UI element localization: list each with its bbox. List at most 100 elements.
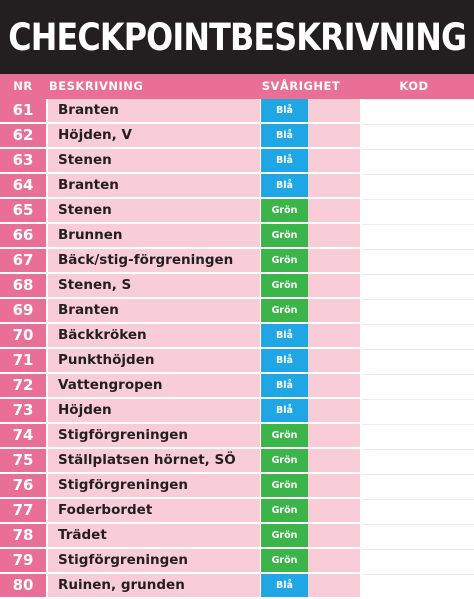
checkpoint-number: 64 [0,174,46,197]
checkpoint-number: 63 [0,149,46,172]
code-field[interactable] [362,449,474,472]
code-field[interactable] [362,524,474,547]
difficulty-cell-fill [308,474,360,497]
table-row: 79 Stigförgreningen Grön [0,549,474,574]
difficulty-cell-fill [308,249,360,272]
table-row: 62 Höjden, V Blå [0,124,474,149]
code-field[interactable] [362,424,474,447]
checkpoint-description: Ställplatsen hörnet, SÖ [48,449,260,472]
checkpoint-description: Trädet [48,524,260,547]
checkpoint-number: 70 [0,324,46,347]
code-field[interactable] [362,399,474,422]
difficulty-cell-fill [308,99,360,122]
code-field[interactable] [362,299,474,322]
table-row: 74 Stigförgreningen Grön [0,424,474,449]
checkpoint-number: 78 [0,524,46,547]
code-field[interactable] [362,199,474,222]
table-row: 61 Branten Blå [0,99,474,124]
checkpoint-number: 66 [0,224,46,247]
code-field[interactable] [362,549,474,572]
checkpoint-description: Brunnen [48,224,260,247]
table-row: 77 Foderbordet Grön [0,499,474,524]
table-row: 65 Stenen Grön [0,199,474,224]
code-field[interactable] [362,574,474,597]
code-field[interactable] [362,174,474,197]
checkpoint-description: Punkthöjden [48,349,260,372]
difficulty-badge: Grön [261,249,308,272]
checkpoint-number: 74 [0,424,46,447]
difficulty-badge: Grön [261,199,308,222]
difficulty-cell-fill [308,199,360,222]
difficulty-cell-fill [308,224,360,247]
difficulty-badge: Grön [261,224,308,247]
difficulty-badge: Blå [261,574,308,597]
difficulty-badge: Grön [261,474,308,497]
checkpoint-number: 69 [0,299,46,322]
code-field[interactable] [362,274,474,297]
code-field[interactable] [362,374,474,397]
checkpoint-number: 68 [0,274,46,297]
difficulty-badge: Blå [261,99,308,122]
difficulty-badge: Blå [261,374,308,397]
code-field[interactable] [362,249,474,272]
checkpoint-number: 77 [0,499,46,522]
checkpoint-description: Bäckkröken [48,324,260,347]
code-field[interactable] [362,349,474,372]
table-row: 63 Stenen Blå [0,149,474,174]
difficulty-cell-fill [308,574,360,597]
difficulty-cell-fill [308,274,360,297]
table-row: 67 Bäck/stig-förgreningen Grön [0,249,474,274]
difficulty-badge: Blå [261,349,308,372]
difficulty-badge: Grön [261,549,308,572]
difficulty-badge: Blå [261,124,308,147]
checkpoint-description: Branten [48,299,260,322]
table-row: 72 Vattengropen Blå [0,374,474,399]
table-header: NR BESKRIVNING SVÅRIGHET KOD [0,74,474,99]
checkpoint-description: Vattengropen [48,374,260,397]
difficulty-cell-fill [308,299,360,322]
page-title: CHECKPOINTBESKRIVNING [8,15,467,59]
checkpoint-description: Bäck/stig-förgreningen [48,249,260,272]
column-header-description: BESKRIVNING [49,79,144,93]
difficulty-cell-fill [308,174,360,197]
code-field[interactable] [362,124,474,147]
difficulty-badge: Blå [261,399,308,422]
difficulty-badge: Grön [261,274,308,297]
difficulty-badge: Blå [261,174,308,197]
difficulty-badge: Grön [261,499,308,522]
difficulty-cell-fill [308,449,360,472]
table-row: 70 Bäckkröken Blå [0,324,474,349]
code-field[interactable] [362,474,474,497]
code-field[interactable] [362,324,474,347]
table-row: 78 Trädet Grön [0,524,474,549]
checkpoint-table: 61 Branten Blå 62 Höjden, V Blå 63 Stenen Blå 64 B… [0,99,474,599]
checkpoint-description: Stenen [48,199,260,222]
table-row: 64 Branten Blå [0,174,474,199]
checkpoint-description: Branten [48,174,260,197]
checkpoint-description: Höjden [48,399,260,422]
checkpoint-number: 79 [0,549,46,572]
column-header-difficulty: SVÅRIGHET [261,79,341,93]
checkpoint-number: 76 [0,474,46,497]
checkpoint-description: Höjden, V [48,124,260,147]
checkpoint-number: 65 [0,199,46,222]
code-field[interactable] [362,499,474,522]
checkpoint-description: Foderbordet [48,499,260,522]
checkpoint-description: Stenen [48,149,260,172]
difficulty-cell-fill [308,349,360,372]
difficulty-cell-fill [308,424,360,447]
checkpoint-number: 73 [0,399,46,422]
difficulty-badge: Blå [261,149,308,172]
code-field[interactable] [362,224,474,247]
checkpoint-description: Stigförgreningen [48,474,260,497]
checkpoint-number: 75 [0,449,46,472]
checkpoint-number: 80 [0,574,46,597]
code-field[interactable] [362,99,474,122]
checkpoint-number: 72 [0,374,46,397]
difficulty-cell-fill [308,524,360,547]
table-row: 76 Stigförgreningen Grön [0,474,474,499]
difficulty-badge: Grön [261,524,308,547]
checkpoint-description: Branten [48,99,260,122]
checkpoint-description: Stigförgreningen [48,549,260,572]
code-field[interactable] [362,149,474,172]
